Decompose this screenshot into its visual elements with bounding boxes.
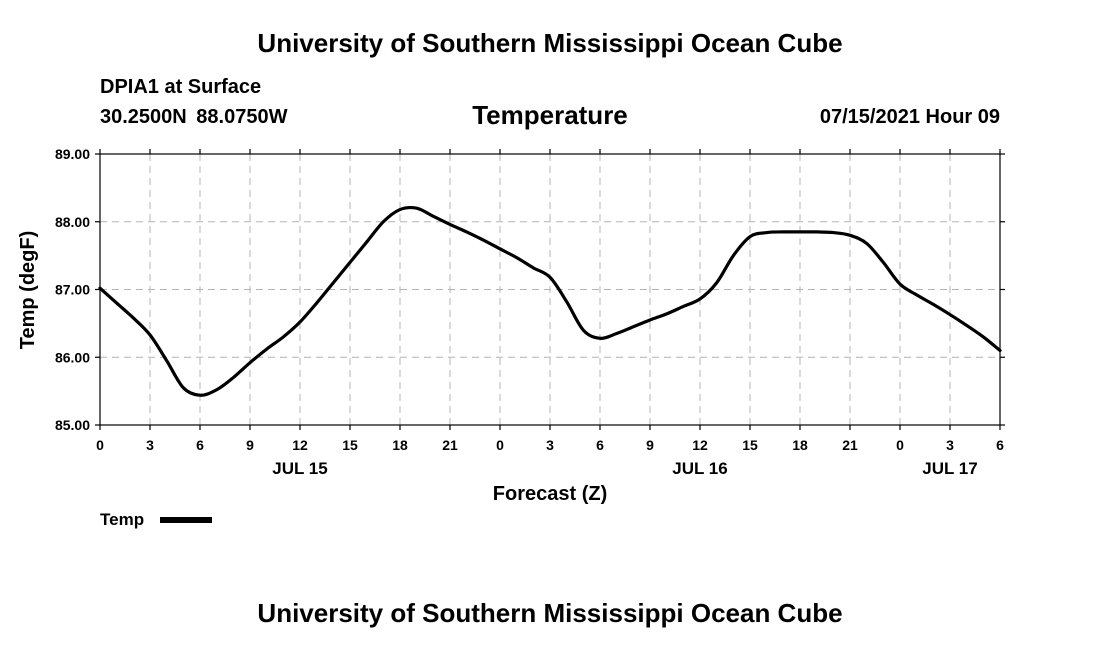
station-name: DPIA1 at Surface (100, 76, 262, 98)
x-tick-label: 0 (496, 437, 504, 453)
x-tick-label: 9 (646, 437, 654, 453)
x-tick-label: 6 (196, 437, 204, 453)
y-axis-label: Temp (degF) (17, 231, 39, 350)
x-tick-label: 3 (546, 437, 554, 453)
date-label: JUL 17 (922, 459, 977, 478)
x-tick-label: 0 (896, 437, 904, 453)
x-tick-label: 0 (96, 437, 104, 453)
y-tick-label: 88.00 (55, 214, 90, 230)
x-tick-label: 18 (792, 437, 808, 453)
x-tick-label: 3 (946, 437, 954, 453)
legend-label: Temp (100, 510, 145, 529)
footer-title: University of Southern Mississippi Ocean… (257, 598, 843, 628)
chart-title: University of Southern Mississippi Ocean… (257, 28, 843, 58)
x-tick-label: 6 (996, 437, 1004, 453)
issue-time: 07/15/2021 Hour 09 (819, 106, 1000, 128)
grid-lines (100, 154, 1000, 425)
x-tick-label: 12 (292, 437, 308, 453)
variable-title: Temperature (472, 100, 628, 130)
legend-swatch (160, 517, 212, 523)
y-tick-label: 87.00 (55, 282, 90, 298)
x-tick-label: 6 (596, 437, 604, 453)
y-tick-label: 85.00 (55, 417, 90, 433)
y-tick-label: 86.00 (55, 349, 90, 365)
x-tick-label: 3 (146, 437, 154, 453)
x-axis-label: Forecast (Z) (493, 483, 607, 505)
x-tick-label: 21 (842, 437, 858, 453)
x-tick-label: 21 (442, 437, 458, 453)
date-labels: JUL 15 JUL 16 JUL 17 (272, 459, 977, 478)
series-line-temp (98, 205, 1002, 397)
x-tick-label: 15 (342, 437, 358, 453)
x-tick-label: 9 (246, 437, 254, 453)
station-coordinates: 30.2500N 88.0750W (100, 106, 288, 128)
x-tick-label: 18 (392, 437, 408, 453)
axis-ticks (95, 149, 1005, 430)
x-tick-labels: 0 3 6 9 12 15 18 21 0 3 6 9 12 15 18 21 0 3 6 (96, 437, 1004, 453)
y-tick-labels: 85.00 86.00 87.00 88.00 89.00 (55, 146, 90, 433)
y-tick-label: 89.00 (55, 146, 90, 162)
x-tick-label: 12 (692, 437, 708, 453)
date-label: JUL 16 (672, 459, 727, 478)
x-tick-label: 15 (742, 437, 758, 453)
date-label: JUL 15 (272, 459, 327, 478)
